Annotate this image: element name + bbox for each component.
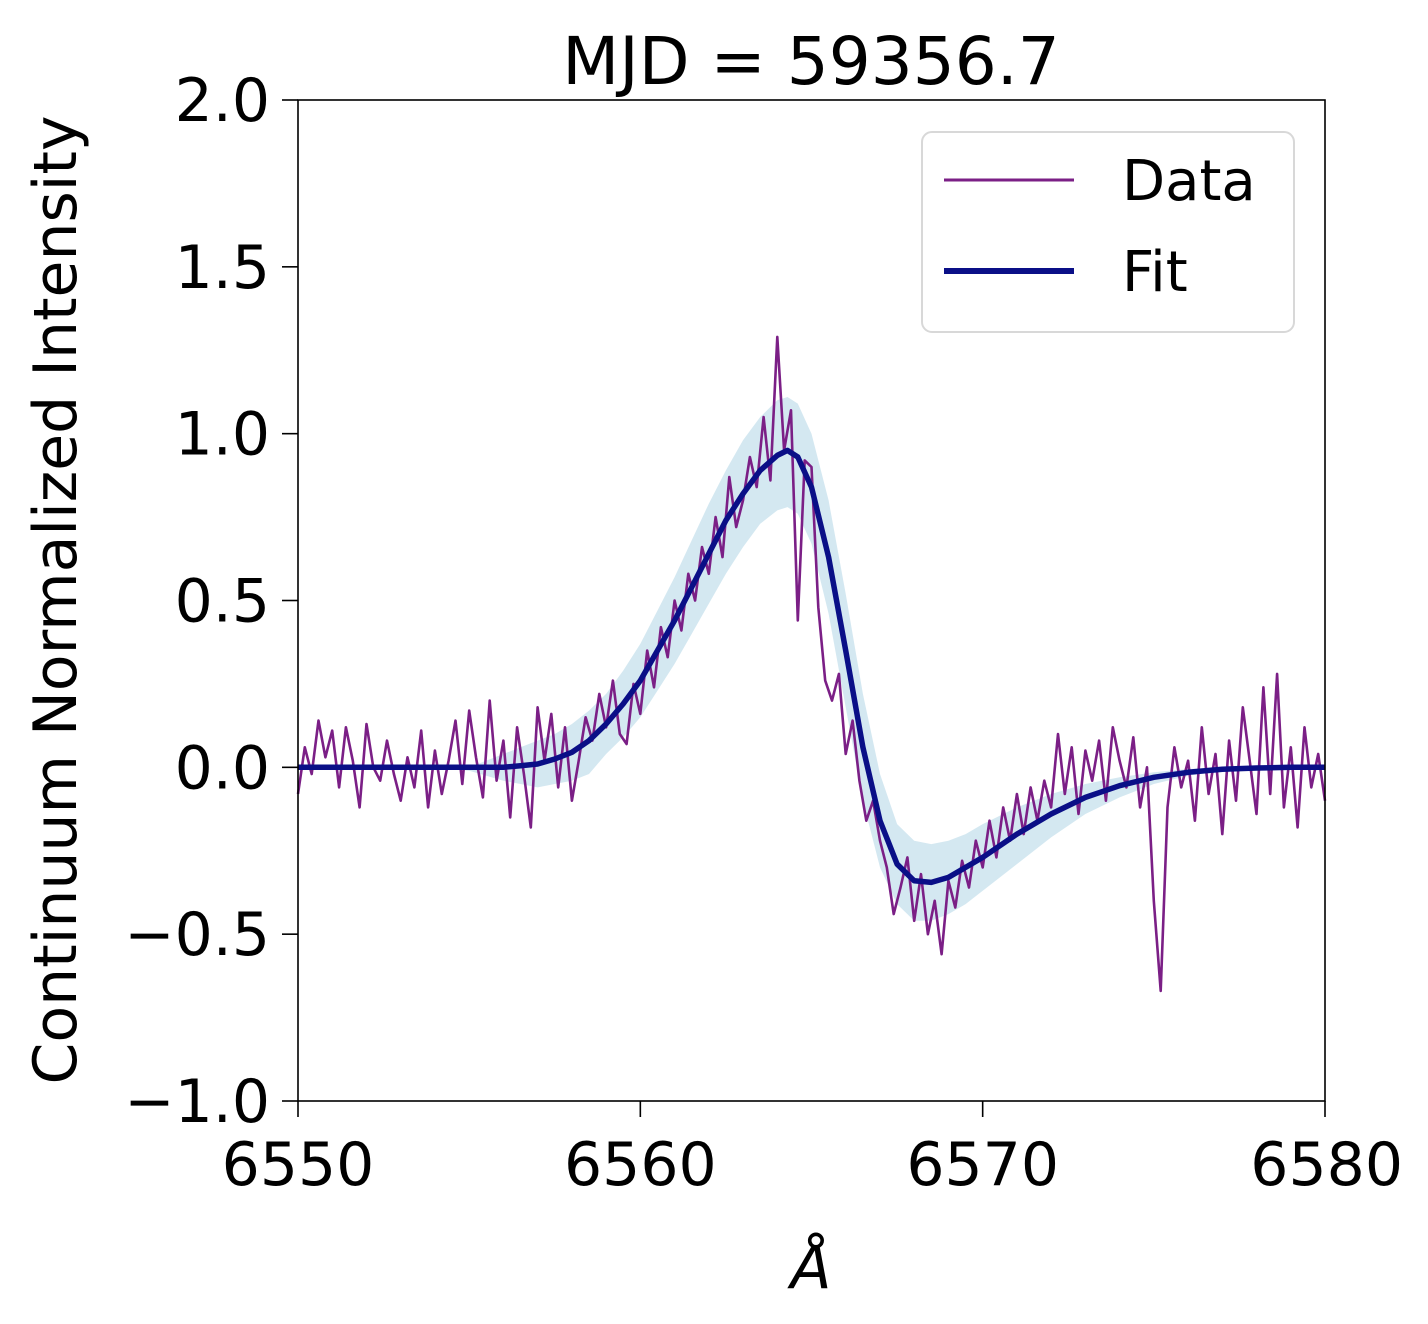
uncertainty-band bbox=[298, 397, 1325, 921]
y-tick-label: 1.0 bbox=[175, 400, 270, 470]
fit-series-line bbox=[298, 447, 1325, 886]
y-axis-label: Continuum Normalized Intensity bbox=[21, 116, 91, 1085]
x-tick-label: 6550 bbox=[222, 1130, 375, 1200]
x-tick-label: 6560 bbox=[564, 1130, 717, 1200]
y-tick-label: −0.5 bbox=[124, 900, 270, 970]
y-tick-label: 1.5 bbox=[175, 233, 270, 303]
data-series-line bbox=[296, 335, 1327, 993]
chart-title: MJD = 59356.7 bbox=[562, 23, 1059, 100]
plot-area bbox=[296, 335, 1327, 993]
y-tick-label: 2.0 bbox=[175, 66, 270, 136]
y-axis-ticks: −1.0 −0.5 0.0 0.5 1.0 1.5 2.0 bbox=[124, 66, 298, 1137]
legend-data-label: Data bbox=[1122, 149, 1256, 214]
legend: Data Fit bbox=[921, 131, 1295, 333]
y-tick-label: 0.5 bbox=[175, 567, 270, 637]
legend-box bbox=[921, 131, 1295, 333]
legend-fit-label: Fit bbox=[1122, 240, 1188, 305]
x-tick-label: 6580 bbox=[1250, 1130, 1403, 1200]
y-tick-label: 0.0 bbox=[175, 733, 270, 803]
x-axis-label: Å bbox=[786, 1232, 831, 1303]
y-tick-label: −1.0 bbox=[124, 1067, 270, 1137]
x-tick-label: 6570 bbox=[906, 1130, 1059, 1200]
x-axis-ticks: 6550 6560 6570 6580 bbox=[222, 1101, 1403, 1200]
